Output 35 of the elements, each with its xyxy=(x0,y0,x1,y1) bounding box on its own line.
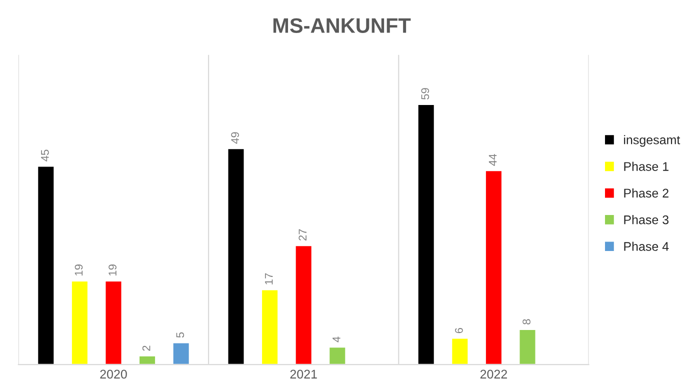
bar xyxy=(172,342,190,365)
legend-label: Phase 3 xyxy=(624,215,669,224)
bar xyxy=(328,346,347,365)
bar xyxy=(450,337,470,365)
data-label: 44 xyxy=(488,154,497,166)
bar xyxy=(104,280,123,365)
data-label: 8 xyxy=(522,319,530,324)
legend-label: Phase 2 xyxy=(624,188,668,198)
legend-label: Phase 4 xyxy=(624,242,669,251)
bar xyxy=(518,328,537,365)
bar xyxy=(138,355,156,365)
data-label: 6 xyxy=(455,328,463,334)
bar xyxy=(70,280,89,365)
x-tick-label: 2020 xyxy=(100,370,127,379)
bar xyxy=(226,148,246,365)
data-label: 59 xyxy=(421,88,430,100)
bar xyxy=(36,165,56,365)
bar xyxy=(484,170,503,365)
data-label: 45 xyxy=(41,150,49,162)
bar xyxy=(416,104,436,365)
data-label: 2 xyxy=(142,346,150,351)
data-label: 19 xyxy=(74,264,83,276)
x-tick-label: 2022 xyxy=(480,370,507,379)
data-label: 4 xyxy=(332,336,340,342)
chart-title: MS-ANKUNFT xyxy=(273,18,411,33)
bar xyxy=(294,244,313,365)
data-label: 17 xyxy=(265,273,273,284)
data-label: 27 xyxy=(298,229,306,240)
legend-label: insgesamt xyxy=(624,135,680,147)
data-label: 5 xyxy=(176,332,184,338)
legend-label: Phase 1 xyxy=(624,162,668,171)
data-label: 19 xyxy=(108,264,116,276)
bar xyxy=(260,288,279,365)
data-label: 49 xyxy=(231,132,239,144)
x-tick-label: 2021 xyxy=(290,370,317,379)
